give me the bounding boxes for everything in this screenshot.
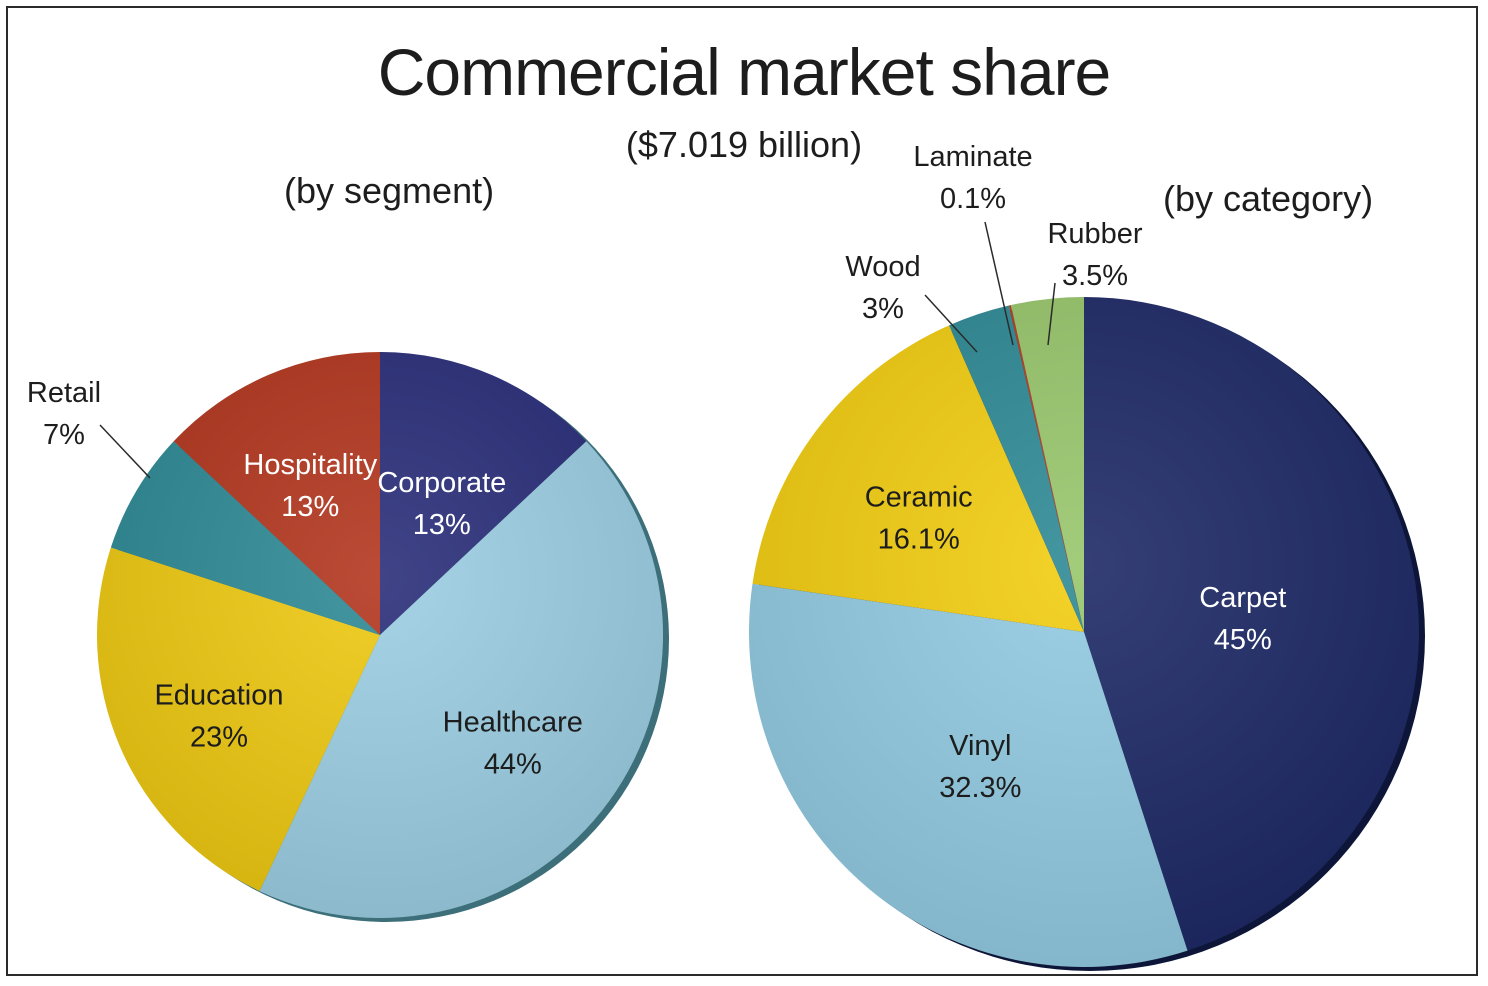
- leader-line-wood: [924, 294, 978, 353]
- slice-name-ceramic: Ceramic: [865, 481, 973, 513]
- slice-value-ceramic: 16.1%: [878, 523, 960, 555]
- leader-line-laminate: [984, 221, 1014, 346]
- slice-name-rubber: Rubber: [1047, 218, 1142, 250]
- segment-pie: Corporate 13% Healthcare 44% Education 23% Ret…: [27, 352, 669, 922]
- category-pie: Carpet 45% Vinyl 32.3% Ceramic 16.1% Wood 3% Lam…: [748, 141, 1425, 971]
- leader-line-rubber: [1047, 282, 1056, 346]
- slice-name-wood: Wood: [845, 251, 920, 283]
- slice-value-healthcare: 44%: [484, 748, 542, 780]
- slice-name-retail: Retail: [27, 377, 101, 409]
- slice-name-education: Education: [154, 680, 283, 712]
- chart-subtitle: ($7.019 billion): [625, 124, 863, 165]
- pie-shading: [749, 297, 1419, 967]
- slice-value-vinyl: 32.3%: [939, 772, 1021, 804]
- slice-value-hospitality: 13%: [281, 491, 339, 523]
- slice-value-rubber: 3.5%: [1062, 260, 1128, 292]
- category-pie-title: (by category): [1163, 178, 1374, 219]
- slice-name-vinyl: Vinyl: [949, 730, 1011, 762]
- slice-value-corporate: 13%: [413, 509, 471, 541]
- slice-value-laminate: 0.1%: [940, 183, 1006, 215]
- pie-shading: [97, 352, 663, 918]
- slice-value-education: 23%: [190, 722, 248, 754]
- slice-name-healthcare: Healthcare: [443, 706, 583, 738]
- slice-value-wood: 3%: [862, 293, 904, 325]
- slice-name-laminate: Laminate: [913, 141, 1032, 173]
- slice-name-corporate: Corporate: [377, 467, 506, 499]
- slice-name-hospitality: Hospitality: [243, 449, 377, 481]
- leader-line-retail: [99, 424, 151, 479]
- segment-pie-title: (by segment): [284, 170, 495, 211]
- slice-value-retail: 7%: [43, 419, 85, 451]
- slice-value-carpet: 45%: [1214, 624, 1272, 656]
- chart-title: Commercial market share: [377, 35, 1112, 109]
- slice-name-carpet: Carpet: [1199, 582, 1286, 614]
